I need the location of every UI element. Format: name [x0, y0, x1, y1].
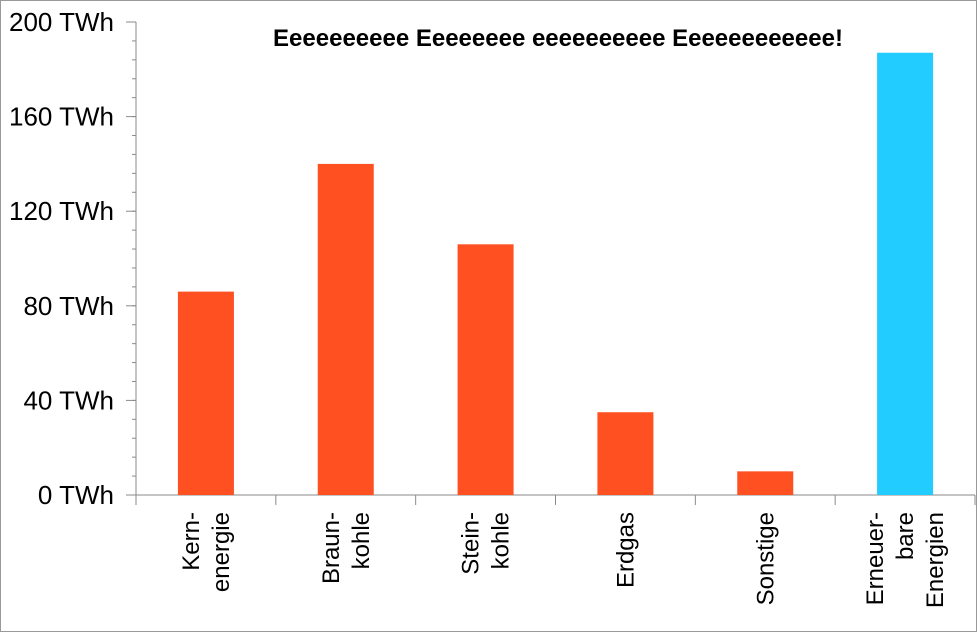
y-tick-label: 0 TWh	[38, 480, 114, 510]
bar	[317, 163, 374, 495]
chart-title: Eeeeeeeeee Eeeeeeee eeeeeeeeee Eeeeeeeee…	[273, 25, 843, 52]
x-tick-label: Kern-	[178, 512, 205, 571]
x-tick-label: Erneuer-	[862, 512, 889, 605]
x-tick-labels: Kern-energie Braun-kohle Stein-kohle Erdgas…	[178, 512, 949, 608]
bars	[177, 52, 934, 496]
bar	[457, 244, 514, 495]
x-tick-label: bare	[892, 512, 919, 560]
bar	[597, 412, 654, 495]
y-tick-label: 160 TWh	[9, 102, 114, 132]
y-tick-label: 120 TWh	[9, 196, 114, 226]
x-tick-label: Stein-	[458, 512, 485, 575]
y-tick-label: 200 TWh	[9, 7, 114, 37]
bar	[737, 471, 794, 495]
y-tick-label: 80 TWh	[23, 291, 114, 321]
x-tick-label: Sonstige	[752, 512, 779, 605]
x-tick-label: energie	[208, 512, 235, 592]
bar	[877, 52, 934, 496]
y-tick-label: 40 TWh	[23, 385, 114, 415]
x-tick-label: Erdgas	[612, 512, 639, 588]
x-tick-label: Energien	[922, 512, 949, 608]
x-tick-label: kohle	[488, 512, 515, 569]
axes: 0 TWh 40 TWh 80 TWh 120 TWh 160 TWh 200 TWh	[9, 7, 976, 510]
x-tick-label: Braun-	[318, 512, 345, 584]
bar	[177, 291, 234, 495]
x-tick-label: kohle	[348, 512, 375, 569]
